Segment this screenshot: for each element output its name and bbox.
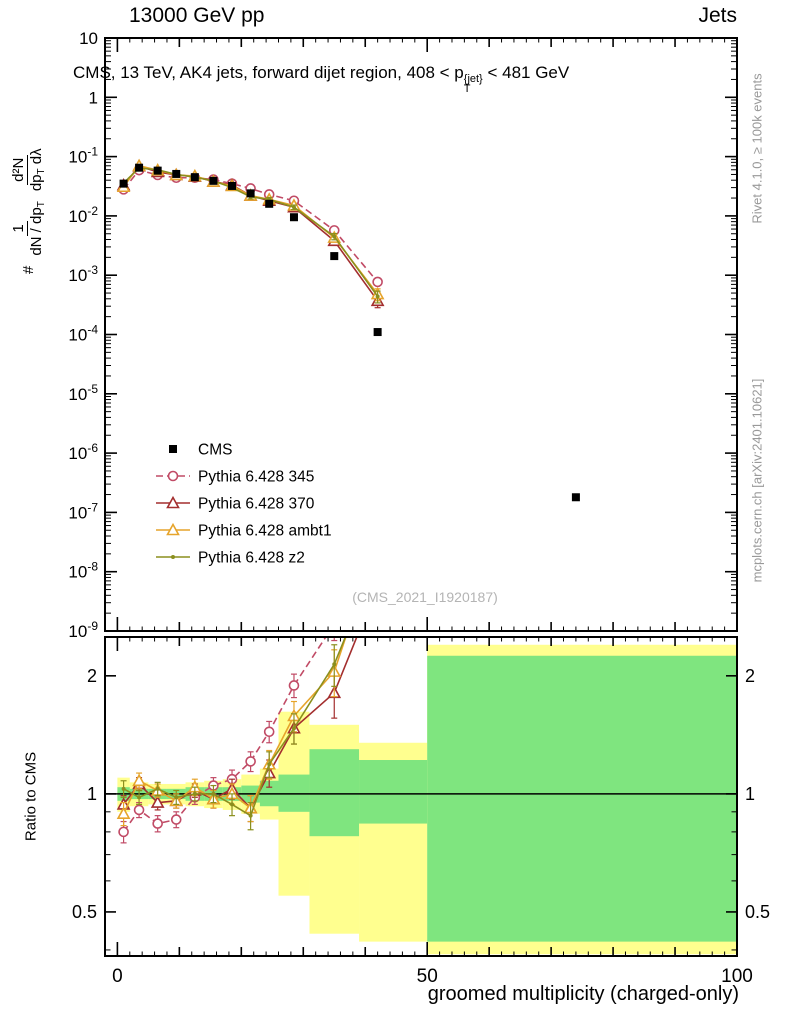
axes (104, 37, 738, 957)
analysis-group-label: Jets (698, 4, 737, 27)
legend-item-pythia-6.428-370: Pythia 6.428 370 (156, 496, 315, 513)
legend-item-pythia-6.428-ambt1: Pythia 6.428 ambt1 (156, 523, 332, 540)
legend-item-pythia-6.428-345: Pythia 6.428 345 (156, 469, 314, 486)
legend-label: Pythia 6.428 z2 (198, 550, 305, 567)
beam-energy-label: 13000 GeV pp (129, 4, 265, 27)
series-cms-data (119, 163, 580, 502)
x-tick-label: 0 (112, 966, 123, 987)
band-stat-uncertainty (359, 760, 428, 824)
ratio-uncertainty-bands (117, 644, 737, 955)
ratio-tick-label-right: 1 (745, 784, 755, 804)
ratio-series (116, 637, 358, 844)
ratio-tick-label-left: 2 (87, 666, 97, 686)
series-pythia-6.428-370 (116, 158, 385, 309)
x-axis-label: groomed multiplicity (charged-only) (427, 983, 739, 1005)
y-tick-label-main: 10-4 (68, 323, 98, 345)
y-tick-label-main: 10-8 (68, 560, 98, 582)
series-pythia-6.428-ambt1 (116, 158, 385, 302)
y-tick-label-main: 10-7 (68, 500, 98, 522)
x-tick-label: 100 (721, 966, 753, 987)
band-stat-uncertainty (309, 749, 360, 837)
y-tick-label-main: 10-1 (68, 145, 98, 167)
legend-label: Pythia 6.428 ambt1 (198, 523, 332, 540)
y-tick-label-main: 10-6 (68, 441, 98, 463)
legend-label: Pythia 6.428 370 (198, 496, 315, 513)
title-pt-script-stack: {jet} T (463, 73, 483, 95)
band-stat-uncertainty (427, 655, 737, 942)
plot-title: CMS, 13 TeV, AK4 jets, forward dijet reg… (73, 63, 570, 95)
ratio-tick-label-right: 2 (745, 666, 755, 686)
title-text: CMS, 13 TeV, AK4 jets, forward dijet reg… (73, 63, 464, 82)
y-tick-label-main: 10-5 (68, 382, 98, 404)
ratio-pythia-6.428-z2 (120, 637, 347, 831)
ratio-tick-label-right: 0.5 (745, 902, 770, 922)
title-superscript: {jet} (463, 73, 483, 85)
ratio-tick-label-left: 0.5 (72, 902, 97, 922)
y-tick-label-main: 1 (89, 88, 98, 107)
main-panel-frame (104, 37, 738, 632)
y-tick-label-main: 10-3 (68, 263, 98, 285)
y-tick-label-main: 10-9 (68, 619, 98, 641)
x-tick-label: 50 (417, 966, 438, 987)
series-pythia-6.428-345 (118, 164, 383, 288)
y-tick-label-main: 10 (79, 29, 98, 48)
ratio-tick-label-left: 1 (87, 784, 97, 804)
ratio-pythia-6.428-345 (118, 637, 338, 844)
legend: CMS Pythia 6.428 345 Pythia 6.428 370 Pythi… (156, 442, 332, 567)
analysis-id-watermark: (CMS_2021_I1920187) (352, 589, 498, 605)
axis-tick-labels: 0 50 100 10 1 10-1 10-2 10-3 10-4 10-5 10-6 10-7 10-… (68, 29, 770, 987)
title-subscript: T (463, 83, 471, 95)
legend-label: Pythia 6.428 345 (198, 469, 314, 486)
ratio-panel-frame (104, 636, 738, 957)
y-tick-label-main: 10-2 (68, 204, 98, 226)
legend-item-cms: CMS (169, 442, 232, 459)
main-series (116, 158, 580, 502)
title-text-end: < 481 GeV (482, 63, 570, 82)
legend-label: CMS (198, 442, 232, 459)
legend-item-pythia-6.428-z2: Pythia 6.428 z2 (156, 550, 305, 567)
